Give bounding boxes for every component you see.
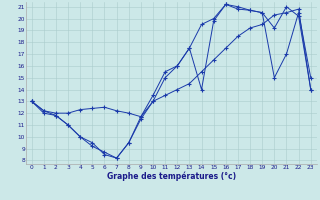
X-axis label: Graphe des températures (°c): Graphe des températures (°c) <box>107 171 236 181</box>
